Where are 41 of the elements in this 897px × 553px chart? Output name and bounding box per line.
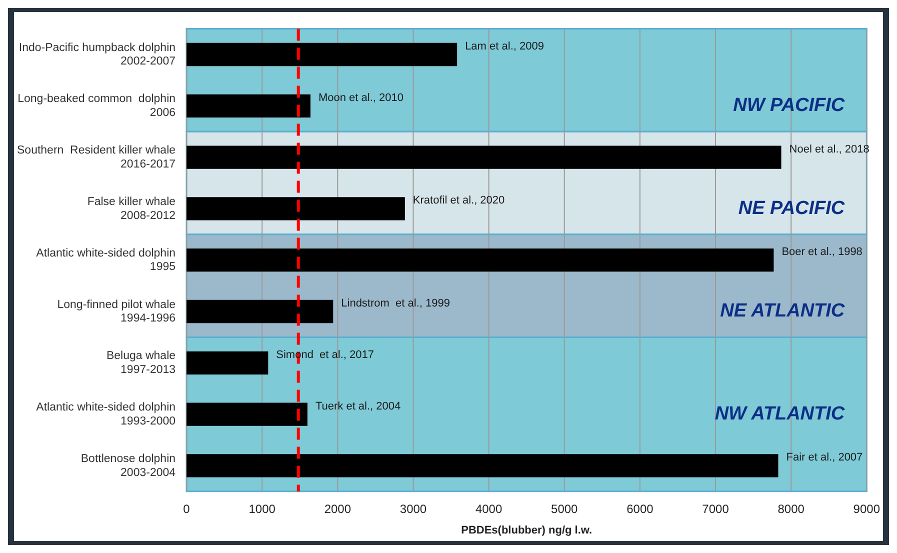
x-tick-label: 2000 <box>324 502 352 516</box>
x-tick-label: 3000 <box>400 502 427 516</box>
x-tick-label: 9000 <box>853 502 880 516</box>
bar <box>186 300 334 324</box>
y-tick-label: Long-beaked common dolphin 2006 <box>18 93 176 119</box>
y-tick-label: Atlantic white-sided dolphin 1995 <box>36 247 176 274</box>
x-tick-label: 6000 <box>626 502 654 516</box>
annotation: Fair et al., 2007 <box>786 452 863 464</box>
annotation: Noel et al., 2018 <box>789 143 870 156</box>
band-label: NW PACIFIC <box>733 95 845 116</box>
y-tick-label: Long-finned pilot whale 1994-1996 <box>57 298 176 325</box>
y-tick-label: Bottlenose dolphin 2003-2004 <box>80 452 176 479</box>
x-axis-title: PBDEs(blubber) ng/g l.w. <box>461 524 592 536</box>
x-tick-label: 5000 <box>551 502 578 516</box>
annotation: Lindstrom et al., 1999 <box>341 298 450 310</box>
y-tick-label: Indo-Pacific humpback dolphin 2002-2007 <box>18 42 176 68</box>
annotation: Tuerk et al., 2004 <box>315 400 401 412</box>
x-tick-label: 4000 <box>475 502 502 516</box>
annotation: Lam et al., 2009 <box>465 40 544 53</box>
x-tick-label: 0 <box>183 502 190 516</box>
y-tick-label: Southern Resident killer whale 2016-2017 <box>17 144 176 170</box>
bar <box>186 402 308 426</box>
band-label: NE PACIFIC <box>738 198 845 219</box>
x-tick-label: 7000 <box>702 502 730 516</box>
annotation: Kratofil et al., 2020 <box>412 194 505 207</box>
annotation: Moon et al., 2010 <box>318 92 404 104</box>
bar <box>186 248 774 272</box>
bar <box>186 94 310 118</box>
bar <box>186 454 778 478</box>
bar <box>186 351 268 374</box>
bar <box>186 197 405 220</box>
annotation: Boer et al., 1998 <box>782 246 862 258</box>
bar <box>186 42 458 66</box>
band-label: NE ATLANTIC <box>720 300 845 322</box>
y-tick-label: False killer whale 2008-2012 <box>87 196 176 222</box>
y-tick-label: Beluga whale 1997-2013 <box>106 350 176 376</box>
band-label: NW ATLANTIC <box>714 404 845 425</box>
x-tick-label: 8000 <box>778 502 805 516</box>
x-tick-label: 1000 <box>248 502 276 516</box>
y-tick-label: Atlantic white-sided dolphin 1993-2000 <box>36 402 176 428</box>
bar <box>186 146 782 169</box>
